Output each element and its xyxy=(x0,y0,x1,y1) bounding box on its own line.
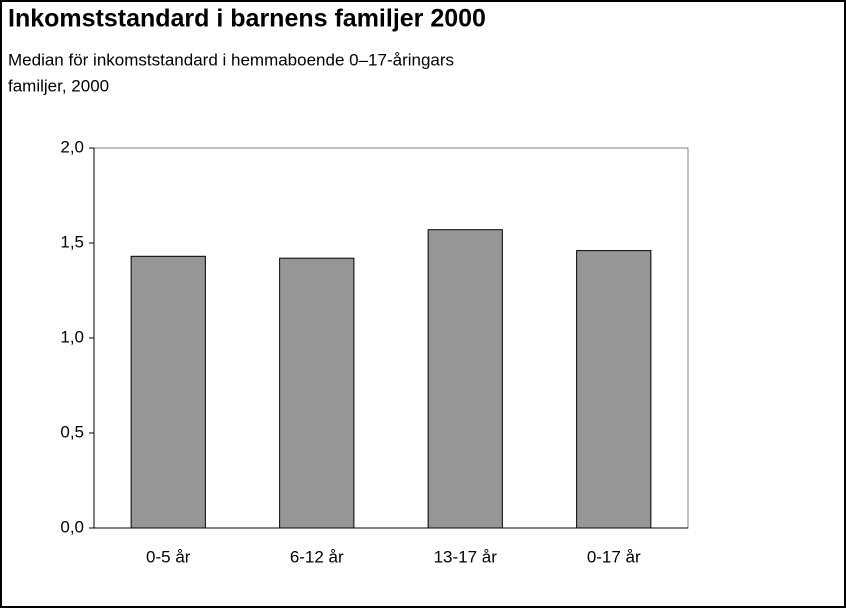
chart-title: Inkomststandard i barnens familjer 2000 xyxy=(8,5,486,33)
y-tick-label: 2,0 xyxy=(60,137,84,156)
bar xyxy=(427,229,503,529)
bar xyxy=(576,250,652,529)
y-tick-label: 1,0 xyxy=(60,327,84,346)
y-tick-label: 1,5 xyxy=(60,232,84,251)
y-tick-label: 0,0 xyxy=(60,517,84,536)
x-tick-label: 13-17 år xyxy=(434,547,498,566)
y-tick-label: 0,5 xyxy=(60,422,84,441)
x-tick-label: 0-17 år xyxy=(587,547,641,566)
chart-subtitle: Median för inkomststandard i hemmaboende… xyxy=(8,50,454,69)
bar xyxy=(279,257,355,529)
bar xyxy=(130,255,206,529)
x-tick-label: 6-12 år xyxy=(290,547,344,566)
x-tick-label: 0-5 år xyxy=(146,547,191,566)
chart-subtitle: familjer, 2000 xyxy=(8,76,109,95)
